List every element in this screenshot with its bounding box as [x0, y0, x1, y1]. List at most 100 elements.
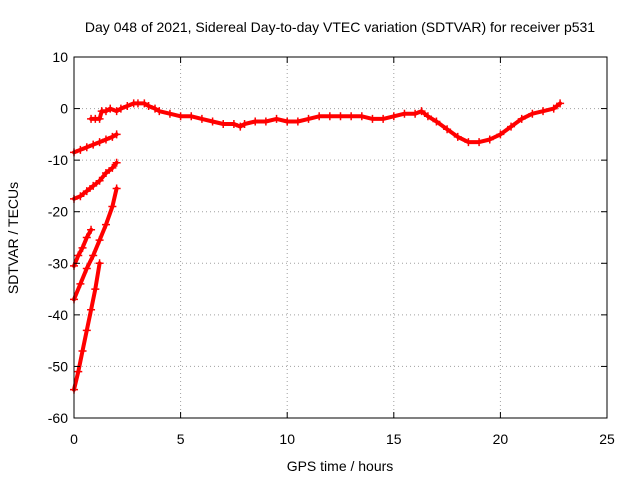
data-point-marker — [475, 138, 484, 147]
data-point-marker — [336, 112, 345, 121]
data-point-marker — [140, 99, 149, 108]
x-tick-label: 5 — [177, 431, 185, 447]
grid-lines — [74, 57, 607, 418]
data-point-marker — [240, 120, 249, 129]
data-point-marker — [78, 243, 87, 252]
data-point-marker — [197, 114, 206, 123]
data-point-marker — [89, 181, 98, 190]
series-arc-4 — [72, 186, 119, 302]
y-tick-label: -30 — [48, 255, 68, 271]
data-point-marker — [95, 138, 104, 147]
data-point-marker — [112, 158, 121, 167]
data-point-marker — [229, 120, 238, 129]
markers-main — [87, 99, 565, 147]
data-point-marker — [517, 114, 526, 123]
data-point-marker — [208, 117, 217, 126]
data-point-marker — [95, 259, 104, 268]
markers-arc-2 — [70, 158, 121, 203]
data-point-marker — [89, 140, 98, 149]
data-point-marker — [496, 130, 505, 139]
data-point-marker — [347, 112, 356, 121]
data-point-marker — [251, 117, 260, 126]
data-point-marker — [82, 187, 91, 196]
data-point-marker — [528, 109, 537, 118]
y-tick-label: -20 — [48, 204, 68, 220]
data-point-marker — [293, 117, 302, 126]
data-point-marker — [423, 112, 432, 121]
x-tick-label: 20 — [493, 431, 509, 447]
axis-ticks: 0 5 10 15 20 25 -60 -50 -40 -30 -20 -10 0 10 — [48, 49, 615, 447]
data-point-marker — [82, 326, 91, 335]
data-point-marker — [91, 285, 100, 294]
data-point-marker — [539, 107, 548, 116]
data-point-marker — [261, 117, 270, 126]
data-point-marker — [325, 112, 334, 121]
data-point-marker — [106, 104, 115, 113]
data-point-marker — [176, 112, 185, 121]
data-point-marker — [78, 346, 87, 355]
data-point-marker — [304, 114, 313, 123]
data-point-marker — [187, 112, 196, 121]
data-point-marker — [485, 135, 494, 144]
data-series — [70, 99, 565, 394]
data-point-marker — [89, 251, 98, 260]
y-axis-label: SDTVAR / TECUs — [5, 182, 21, 294]
y-tick-label: -60 — [48, 410, 68, 426]
data-point-marker — [368, 114, 377, 123]
data-point-marker — [272, 114, 281, 123]
data-point-marker — [379, 114, 388, 123]
data-point-marker — [123, 101, 132, 110]
data-point-marker — [443, 125, 452, 134]
data-point-marker — [357, 112, 366, 121]
data-point-marker — [74, 367, 83, 376]
x-tick-label: 25 — [599, 431, 615, 447]
data-point-marker — [76, 192, 85, 201]
data-point-marker — [116, 104, 125, 113]
data-point-marker — [82, 233, 91, 242]
data-point-marker — [95, 114, 104, 123]
y-tick-label: -50 — [48, 358, 68, 374]
data-point-marker — [155, 107, 164, 116]
data-point-marker — [315, 112, 324, 121]
data-point-marker — [87, 305, 96, 314]
data-point-marker — [76, 279, 85, 288]
data-point-marker — [507, 122, 516, 131]
data-point-marker — [432, 117, 441, 126]
plot-frame — [73, 56, 608, 419]
chart-title: Day 048 of 2021, Sidereal Day-to-day VTE… — [85, 19, 595, 35]
data-point-marker — [417, 107, 426, 116]
y-tick-label: 0 — [60, 101, 68, 117]
data-point-marker — [549, 104, 558, 113]
data-point-marker — [101, 220, 110, 229]
data-point-marker — [400, 109, 409, 118]
data-point-marker — [101, 169, 110, 178]
data-point-marker — [108, 202, 117, 211]
data-point-marker — [112, 107, 121, 116]
data-point-marker — [464, 138, 473, 147]
data-point-marker — [411, 109, 420, 118]
x-tick-label: 15 — [386, 431, 402, 447]
data-point-marker — [108, 163, 117, 172]
data-point-marker — [283, 117, 292, 126]
data-point-marker — [76, 145, 85, 154]
data-point-marker — [144, 101, 153, 110]
data-point-marker — [112, 130, 121, 139]
data-point-marker — [95, 176, 104, 185]
data-point-marker — [236, 122, 245, 131]
data-point-marker — [112, 184, 121, 193]
x-axis-label: GPS time / hours — [287, 458, 394, 474]
data-point-marker — [82, 143, 91, 152]
data-point-marker — [82, 264, 91, 273]
data-point-marker — [453, 132, 462, 141]
y-tick-label: -10 — [48, 152, 68, 168]
data-point-marker — [101, 107, 110, 116]
data-point-marker — [389, 112, 398, 121]
data-point-marker — [219, 120, 228, 129]
y-tick-label: -40 — [48, 307, 68, 323]
x-tick-label: 10 — [279, 431, 295, 447]
data-point-marker — [95, 236, 104, 245]
data-point-marker — [74, 251, 83, 260]
x-tick-label: 0 — [70, 431, 78, 447]
data-point-marker — [101, 135, 110, 144]
